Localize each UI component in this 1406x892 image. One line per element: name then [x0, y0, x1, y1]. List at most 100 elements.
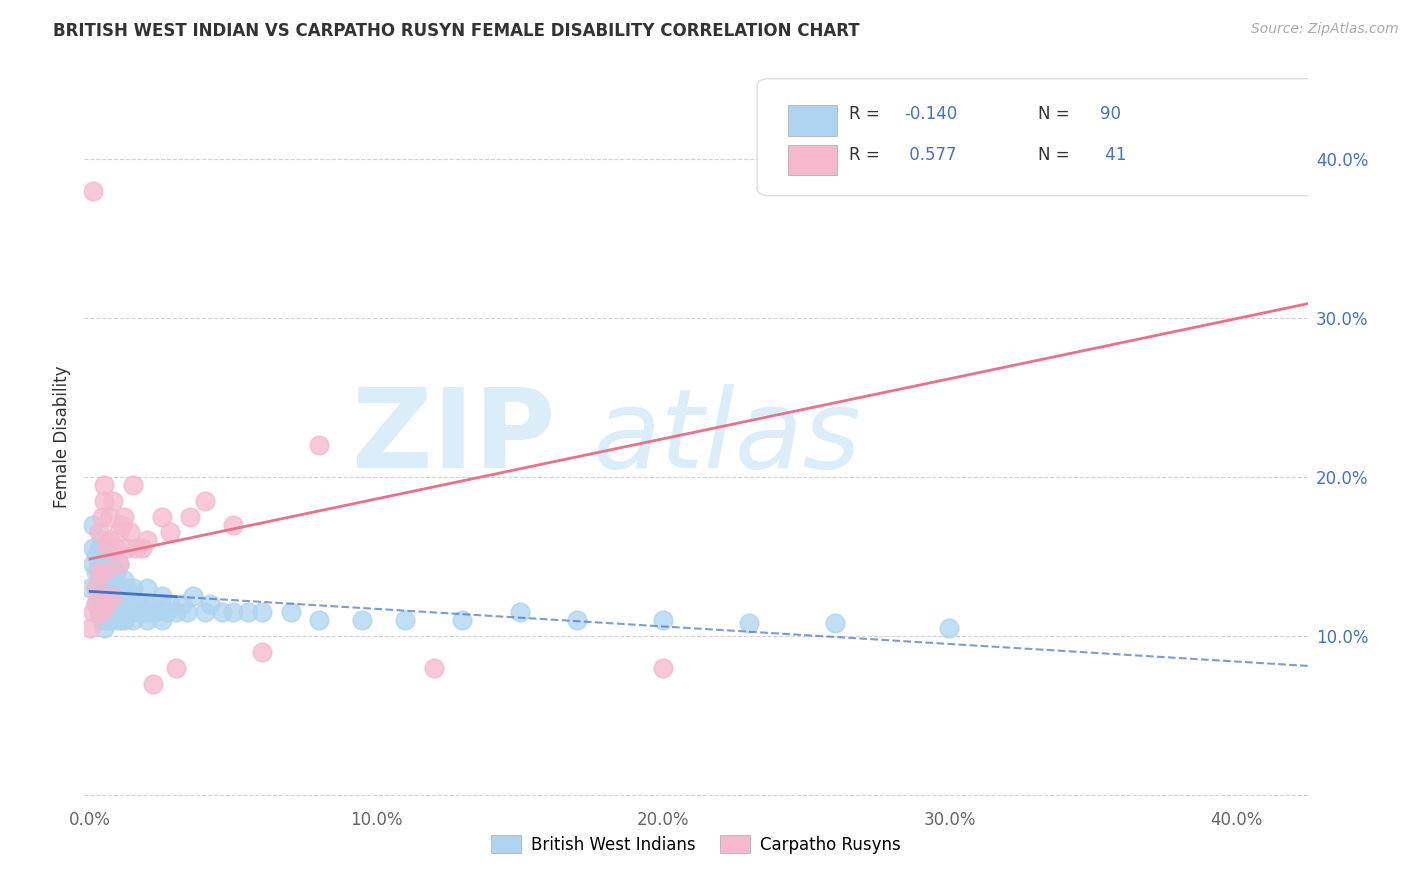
Point: [90, 509, 112, 524]
Point: [87, 566, 110, 580]
Text: Source: ZipAtlas.com: Source: ZipAtlas.com: [1251, 22, 1399, 37]
Point: [93, 477, 115, 491]
Point: [165, 660, 187, 674]
Point: [82, 558, 104, 572]
Point: [82, 541, 104, 556]
Point: [122, 477, 145, 491]
Point: [96, 558, 118, 572]
Point: [87, 581, 110, 595]
Point: [139, 605, 162, 619]
Point: [142, 597, 165, 611]
Point: [211, 605, 233, 619]
FancyBboxPatch shape: [758, 78, 1320, 195]
Legend: British West Indians, Carpatho Rusyns: British West Indians, Carpatho Rusyns: [484, 829, 908, 860]
Point: [93, 581, 115, 595]
Point: [87, 541, 110, 556]
Point: [250, 645, 273, 659]
Point: [145, 605, 167, 619]
Point: [96, 597, 118, 611]
Text: BRITISH WEST INDIAN VS CARPATHO RUSYN FEMALE DISABILITY CORRELATION CHART: BRITISH WEST INDIAN VS CARPATHO RUSYN FE…: [53, 22, 860, 40]
Point: [423, 660, 446, 674]
Point: [159, 597, 181, 611]
Point: [142, 676, 165, 690]
FancyBboxPatch shape: [787, 105, 837, 136]
Point: [93, 493, 115, 508]
Point: [451, 613, 474, 627]
Point: [90, 613, 112, 627]
Point: [181, 589, 204, 603]
Point: [824, 616, 846, 631]
Point: [107, 613, 129, 627]
Point: [98, 509, 121, 524]
Point: [82, 605, 104, 619]
Text: R =: R =: [849, 146, 884, 164]
Point: [90, 581, 112, 595]
Point: [114, 613, 136, 627]
Point: [90, 549, 112, 564]
Point: [156, 605, 179, 619]
Text: 41: 41: [1099, 146, 1126, 164]
Point: [84, 549, 107, 564]
Point: [98, 605, 121, 619]
Point: [114, 597, 136, 611]
Point: [98, 589, 121, 603]
FancyBboxPatch shape: [787, 145, 837, 175]
Point: [250, 605, 273, 619]
Point: [308, 613, 330, 627]
Point: [938, 621, 960, 635]
Point: [96, 597, 118, 611]
Point: [79, 621, 101, 635]
Point: [125, 541, 148, 556]
Point: [104, 589, 127, 603]
Point: [104, 541, 127, 556]
Point: [509, 605, 531, 619]
Point: [98, 573, 121, 587]
Point: [280, 605, 302, 619]
Point: [222, 517, 245, 532]
Point: [131, 605, 153, 619]
Point: [394, 613, 416, 627]
Y-axis label: Female Disability: Female Disability: [53, 366, 72, 508]
Point: [1225, 136, 1247, 150]
Point: [236, 605, 259, 619]
Point: [110, 517, 132, 532]
Point: [128, 597, 150, 611]
Text: -0.140: -0.140: [904, 105, 957, 123]
Point: [101, 597, 124, 611]
Point: [652, 660, 675, 674]
Point: [93, 541, 115, 556]
Point: [179, 509, 201, 524]
Point: [90, 597, 112, 611]
Point: [200, 597, 222, 611]
Point: [96, 541, 118, 556]
Point: [150, 589, 173, 603]
Point: [84, 581, 107, 595]
Point: [150, 613, 173, 627]
Point: [87, 573, 110, 587]
Point: [90, 533, 112, 548]
Point: [84, 597, 107, 611]
Point: [93, 597, 115, 611]
Point: [652, 613, 675, 627]
Point: [107, 525, 129, 540]
Point: [107, 581, 129, 595]
Point: [101, 613, 124, 627]
Point: [101, 589, 124, 603]
Point: [107, 558, 129, 572]
Point: [82, 517, 104, 532]
Point: [117, 581, 139, 595]
Point: [87, 605, 110, 619]
Text: atlas: atlas: [592, 384, 860, 491]
Point: [170, 597, 193, 611]
Point: [104, 605, 127, 619]
Point: [93, 573, 115, 587]
Point: [136, 581, 159, 595]
Text: 90: 90: [1099, 105, 1121, 123]
Point: [84, 581, 107, 595]
Point: [565, 613, 588, 627]
Point: [150, 509, 173, 524]
Point: [114, 573, 136, 587]
Point: [98, 533, 121, 548]
Point: [96, 581, 118, 595]
Point: [96, 613, 118, 627]
